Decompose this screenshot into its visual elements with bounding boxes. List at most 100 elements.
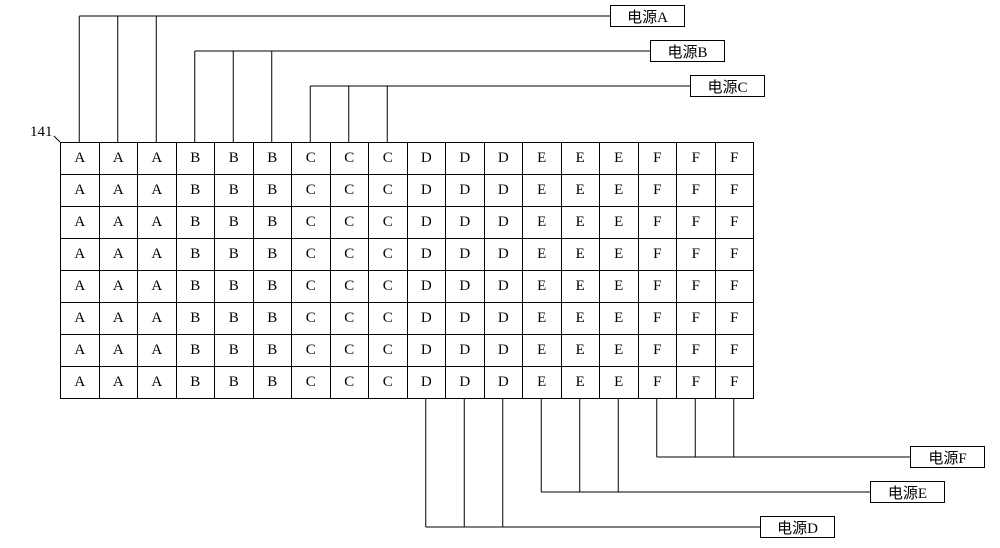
grid-cell: A [137, 366, 177, 399]
grid-cell: C [330, 174, 370, 207]
grid-cell: B [253, 142, 293, 175]
grid-cell: A [137, 302, 177, 335]
grid-cell: A [99, 238, 139, 271]
grid-cell: E [599, 206, 639, 239]
grid-cell: C [291, 238, 331, 271]
grid-cell: C [291, 366, 331, 399]
grid-cell: A [137, 174, 177, 207]
grid-cell: D [445, 270, 485, 303]
grid-cell: A [60, 142, 100, 175]
grid-cell: F [638, 302, 678, 335]
grid-cell: A [137, 206, 177, 239]
grid-cell: B [214, 174, 254, 207]
grid-cell: E [522, 366, 562, 399]
grid-cell: E [522, 142, 562, 175]
grid-cell: F [715, 142, 755, 175]
grid-cell: A [99, 270, 139, 303]
grid-cell: B [214, 270, 254, 303]
grid-cell: B [253, 270, 293, 303]
power-source-D: 电源D [760, 516, 835, 538]
grid-cell: E [599, 270, 639, 303]
grid-cell: D [484, 142, 524, 175]
grid-cell: D [407, 142, 447, 175]
grid-cell: E [522, 206, 562, 239]
grid-cell: D [484, 238, 524, 271]
grid-cell: E [522, 174, 562, 207]
grid-cell: F [676, 270, 716, 303]
grid-cell: C [330, 302, 370, 335]
grid-cell: F [638, 238, 678, 271]
grid-cell: D [445, 366, 485, 399]
grid-cell: A [137, 142, 177, 175]
grid-cell: C [291, 302, 331, 335]
grid-cell: E [561, 206, 601, 239]
grid-cell: A [60, 206, 100, 239]
grid-cell: B [176, 238, 216, 271]
grid-cell: D [445, 174, 485, 207]
grid-cell: C [330, 142, 370, 175]
grid-cell: C [368, 238, 408, 271]
grid-cell: B [253, 302, 293, 335]
grid-cell: C [291, 206, 331, 239]
grid-cell: F [715, 238, 755, 271]
grid-cell: A [60, 334, 100, 367]
grid-cell: D [407, 206, 447, 239]
grid-cell: C [330, 334, 370, 367]
grid-cell: D [407, 238, 447, 271]
grid-cell: C [291, 334, 331, 367]
grid-cell: C [368, 366, 408, 399]
grid-cell: D [484, 270, 524, 303]
grid-cell: C [368, 206, 408, 239]
grid-cell: F [638, 174, 678, 207]
grid-cell: D [407, 366, 447, 399]
grid-cell: A [137, 334, 177, 367]
grid-cell: F [715, 334, 755, 367]
power-source-B: 电源B [650, 40, 725, 62]
grid-cell: C [368, 174, 408, 207]
diagram-root: 141 AAABBBCCCDDDEEEFFFAAABBBCCCDDDEEEFFF… [0, 0, 1000, 548]
grid-cell: C [291, 270, 331, 303]
grid-cell: B [176, 334, 216, 367]
grid-cell: C [368, 270, 408, 303]
grid-cell: B [176, 174, 216, 207]
grid-cell: D [445, 142, 485, 175]
grid-cell: C [330, 366, 370, 399]
grid-cell: F [715, 366, 755, 399]
grid-cell: B [214, 334, 254, 367]
grid-cell: F [715, 270, 755, 303]
grid-cell: D [484, 174, 524, 207]
grid-cell: B [214, 206, 254, 239]
grid-cell: D [484, 334, 524, 367]
grid-cell: A [60, 238, 100, 271]
grid-cell: A [60, 174, 100, 207]
grid-cell: F [676, 174, 716, 207]
power-source-A: 电源A [610, 5, 685, 27]
grid-cell: A [99, 302, 139, 335]
grid-cell: B [253, 334, 293, 367]
grid-cell: E [599, 174, 639, 207]
ref-label-141: 141 [30, 124, 53, 141]
grid-cell: F [676, 302, 716, 335]
grid-cell: E [561, 270, 601, 303]
grid-cell: C [368, 142, 408, 175]
grid-cell: F [676, 366, 716, 399]
grid-cell: F [715, 206, 755, 239]
grid-cell: D [445, 334, 485, 367]
grid-cell: F [638, 366, 678, 399]
grid-cell: A [99, 366, 139, 399]
grid-cell: C [291, 174, 331, 207]
grid-cell: B [176, 270, 216, 303]
grid-cell: E [599, 142, 639, 175]
grid-cell: A [99, 334, 139, 367]
grid-cell: E [599, 238, 639, 271]
grid-cell: A [60, 270, 100, 303]
grid-cell: D [445, 302, 485, 335]
grid-cell: E [599, 334, 639, 367]
grid-cell: A [137, 270, 177, 303]
grid-cell: F [715, 174, 755, 207]
grid-cell: A [99, 206, 139, 239]
grid-cell: B [253, 206, 293, 239]
grid-cell: C [330, 270, 370, 303]
grid-cell: E [561, 142, 601, 175]
grid-cell: E [522, 334, 562, 367]
